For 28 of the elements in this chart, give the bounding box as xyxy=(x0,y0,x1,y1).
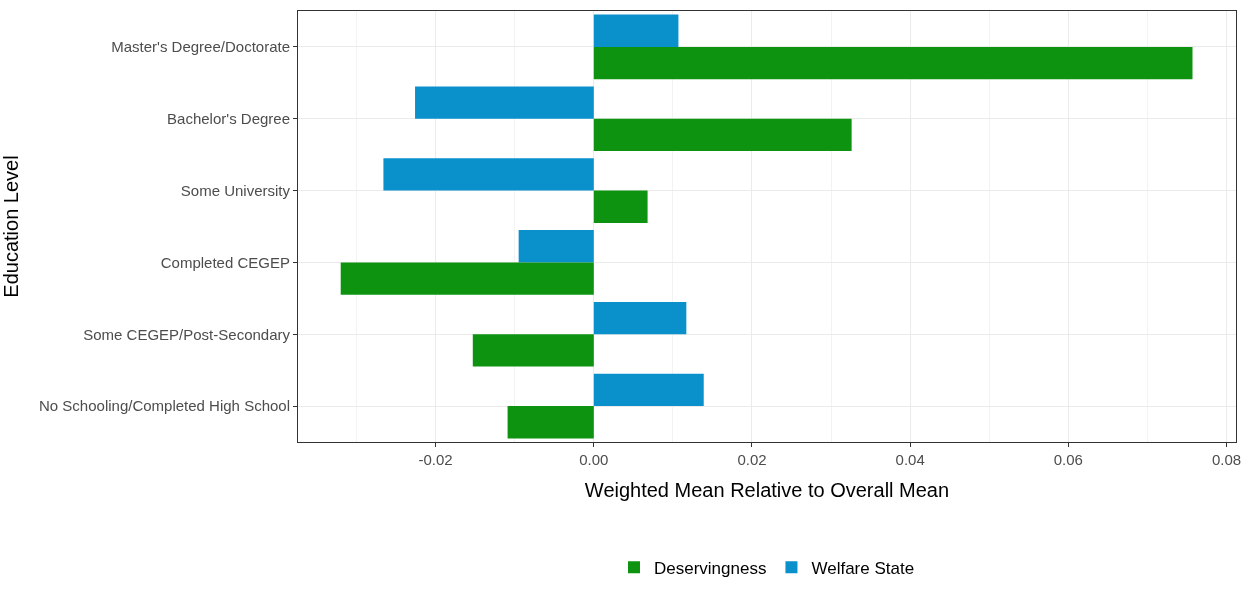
x-tick-label: 0.00 xyxy=(579,451,609,468)
y-tick-label: No Schooling/Completed High School xyxy=(39,397,290,415)
y-tick-label: Bachelor's Degree xyxy=(167,110,290,127)
x-tick-label: -0.02 xyxy=(418,451,453,468)
bar xyxy=(593,14,679,47)
bar xyxy=(593,118,852,152)
bar xyxy=(593,46,1193,80)
x-tick-label: 0.06 xyxy=(1053,451,1083,468)
bar xyxy=(340,262,594,295)
x-tick-label: 0.08 xyxy=(1211,451,1242,468)
bar xyxy=(593,190,648,223)
y-tick-label: Completed CEGEP xyxy=(160,253,290,271)
y-axis-title: Education Level xyxy=(0,155,22,298)
y-tick-label: Master's Degree/Doctorate xyxy=(111,38,290,56)
legend-label: Deservingness xyxy=(654,558,767,578)
bar xyxy=(472,334,594,367)
bar xyxy=(518,230,594,263)
bar xyxy=(593,301,687,335)
x-axis-title: Weighted Mean Relative to Overall Mean xyxy=(584,478,950,501)
bar xyxy=(593,373,704,407)
y-tick-label: Some CEGEP/Post-Secondary xyxy=(83,325,291,343)
bar xyxy=(507,406,594,439)
bar xyxy=(383,158,594,191)
legend-label: Welfare State xyxy=(811,558,915,578)
x-tick-label: 0.04 xyxy=(895,451,925,468)
x-tick-label: 0.02 xyxy=(737,451,767,468)
bar xyxy=(415,86,594,119)
y-tick-label: Some University xyxy=(180,181,291,199)
